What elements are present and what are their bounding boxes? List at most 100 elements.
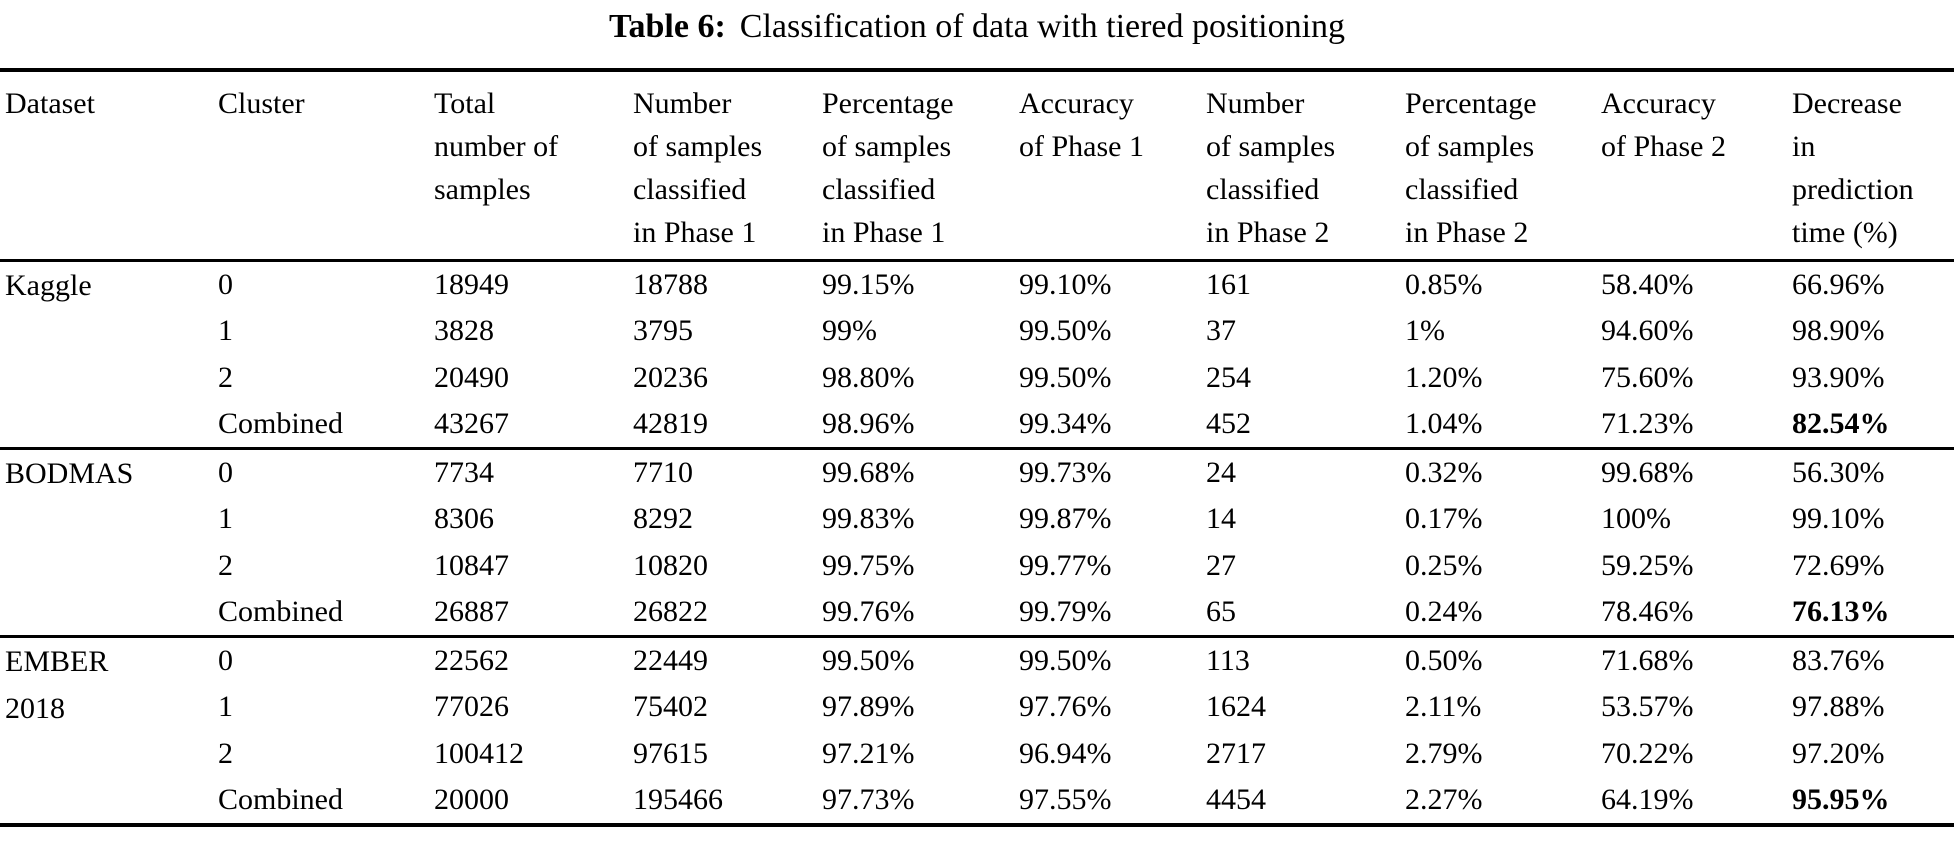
phase1-pct-cell: 97.21% (822, 737, 915, 770)
phase1-count-cell: 42819 (633, 407, 708, 441)
phase2-acc-cell: 94.60% (1601, 314, 1694, 347)
phase1-pct-cell: 99.50% (822, 643, 915, 677)
phase2-count-cell: 14 (1206, 502, 1236, 535)
phase1-acc-cell: 97.55% (1019, 783, 1112, 816)
phase1-count-cell: 7710 (633, 455, 693, 489)
phase1-count-cell: 97615 (633, 737, 708, 770)
time-decrease-cell: 93.90% (1792, 361, 1885, 394)
phase1-pct-cell: 97.89% (822, 690, 915, 723)
phase2-pct-cell: 0.17% (1405, 502, 1483, 535)
total-samples-cell: 20000 (434, 783, 509, 816)
table-row-combined: Combined 43267 42819 98.96% 99.34% 452 1… (0, 402, 1954, 449)
col-header-phase1-count: Number of samples classified in Phase 1 (633, 87, 763, 249)
cluster-cell: 0 (218, 455, 233, 489)
dataset-group-bodmas: BODMAS 0 7734 7710 99.68% 99.73% 24 0.32… (0, 449, 1954, 637)
phase1-pct-cell: 98.96% (822, 407, 915, 441)
phase2-acc-cell: 53.57% (1601, 690, 1694, 723)
time-decrease-cell: 99.10% (1792, 502, 1885, 535)
time-decrease-cell: 97.88% (1792, 690, 1885, 723)
dataset-group-kaggle: Kaggle 0 18949 18788 99.15% 99.10% 161 0… (0, 261, 1954, 449)
phase2-pct-cell: 2.79% (1405, 737, 1483, 770)
cluster-cell: 1 (218, 502, 233, 535)
table-number-label: Table 6: (608, 8, 726, 45)
time-decrease-cell: 76.13% (1792, 595, 1890, 629)
time-decrease-cell: 98.90% (1792, 314, 1885, 347)
col-header-phase2-pct: Percentage of samples classified in Phas… (1405, 87, 1537, 249)
phase2-pct-cell: 2.11% (1405, 690, 1482, 723)
phase1-acc-cell: 99.50% (1019, 361, 1112, 394)
phase1-acc-cell: 99.50% (1019, 314, 1112, 347)
table-row: 2 100412 97615 97.21% 96.94% 2717 2.79% … (0, 731, 1954, 778)
dataset-group-ember2018: EMBER 2018 0 22562 22449 99.50% 99.50% 1… (0, 637, 1954, 825)
phase2-pct-cell: 1% (1405, 314, 1445, 347)
time-decrease-cell: 72.69% (1792, 549, 1885, 582)
phase1-pct-cell: 99.15% (822, 267, 915, 301)
total-samples-cell: 22562 (434, 643, 509, 677)
header-row: Dataset Cluster Total number of samples … (0, 70, 1954, 261)
table-row: 1 3828 3795 99% 99.50% 37 1% 94.60% 98.9… (0, 308, 1954, 355)
dataset-cell: EMBER 2018 (5, 645, 109, 725)
phase2-count-cell: 113 (1206, 643, 1250, 677)
total-samples-cell: 3828 (434, 314, 494, 347)
phase2-count-cell: 24 (1206, 455, 1236, 489)
phase2-pct-cell: 1.04% (1405, 407, 1483, 441)
cluster-cell: 2 (218, 737, 233, 770)
phase2-pct-cell: 0.24% (1405, 595, 1483, 629)
total-samples-cell: 10847 (434, 549, 509, 582)
phase1-acc-cell: 99.10% (1019, 267, 1112, 301)
phase1-pct-cell: 99% (822, 314, 877, 347)
phase1-count-cell: 20236 (633, 361, 708, 394)
phase1-count-cell: 75402 (633, 690, 708, 723)
total-samples-cell: 7734 (434, 455, 494, 489)
phase2-acc-cell: 64.19% (1601, 783, 1694, 816)
col-header-time-decrease: Decrease in prediction time (%) (1792, 87, 1914, 249)
phase1-acc-cell: 99.34% (1019, 407, 1112, 441)
phase2-acc-cell: 100% (1601, 502, 1671, 535)
dataset-cell: BODMAS (5, 457, 134, 490)
phase2-pct-cell: 0.25% (1405, 549, 1483, 582)
phase2-acc-cell: 70.22% (1601, 737, 1694, 770)
table-caption: Table 6: Classification of data with tier… (0, 0, 1954, 68)
time-decrease-cell: 56.30% (1792, 455, 1885, 489)
col-header-dataset: Dataset (5, 87, 95, 120)
total-samples-cell: 18949 (434, 267, 509, 301)
phase2-pct-cell: 0.50% (1405, 643, 1483, 677)
phase1-pct-cell: 99.83% (822, 502, 915, 535)
phase1-pct-cell: 98.80% (822, 361, 915, 394)
time-decrease-cell: 82.54% (1792, 407, 1890, 441)
table-row: BODMAS 0 7734 7710 99.68% 99.73% 24 0.32… (0, 449, 1954, 496)
phase1-acc-cell: 97.76% (1019, 690, 1112, 723)
cluster-cell: 1 (218, 690, 233, 723)
phase2-count-cell: 161 (1206, 267, 1251, 301)
phase2-count-cell: 4454 (1206, 783, 1266, 816)
phase2-acc-cell: 71.23% (1601, 407, 1694, 441)
col-header-phase1-pct: Percentage of samples classified in Phas… (822, 87, 954, 249)
phase1-count-cell: 26822 (633, 595, 708, 629)
phase1-count-cell: 8292 (633, 502, 693, 535)
phase2-acc-cell: 59.25% (1601, 549, 1694, 582)
classification-table: Dataset Cluster Total number of samples … (0, 68, 1954, 827)
phase2-pct-cell: 1.20% (1405, 361, 1483, 394)
cluster-cell: 0 (218, 643, 233, 677)
phase1-acc-cell: 99.87% (1019, 502, 1112, 535)
phase2-acc-cell: 58.40% (1601, 267, 1694, 301)
cluster-cell: 2 (218, 361, 233, 394)
phase2-pct-cell: 0.85% (1405, 267, 1483, 301)
phase1-acc-cell: 99.79% (1019, 595, 1112, 629)
phase2-pct-cell: 2.27% (1405, 783, 1483, 816)
total-samples-cell: 100412 (434, 737, 524, 770)
phase1-acc-cell: 99.77% (1019, 549, 1112, 582)
phase1-count-cell: 195466 (633, 783, 723, 816)
time-decrease-cell: 83.76% (1792, 643, 1885, 677)
col-header-phase1-acc: Accuracy of Phase 1 (1019, 87, 1144, 163)
phase2-count-cell: 1624 (1206, 690, 1266, 723)
phase1-pct-cell: 99.68% (822, 455, 915, 489)
phase1-count-cell: 22449 (633, 643, 708, 677)
phase2-acc-cell: 75.60% (1601, 361, 1694, 394)
phase1-count-cell: 3795 (633, 314, 693, 347)
cluster-cell: 1 (218, 314, 233, 347)
total-samples-cell: 77026 (434, 690, 509, 723)
phase2-count-cell: 452 (1206, 407, 1251, 441)
phase2-pct-cell: 0.32% (1405, 455, 1483, 489)
